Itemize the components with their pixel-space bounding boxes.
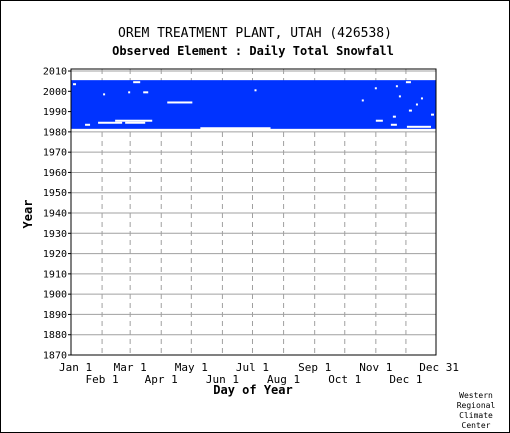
missing-data-mark (392, 115, 396, 118)
credit-line-3: Climate (459, 411, 493, 420)
credit-line-2: Regional (457, 401, 496, 410)
y-tick-label: 1920 (43, 249, 67, 260)
y-tick-label: 1870 (43, 351, 67, 362)
x-tick-label-lower: Jun 1 (206, 373, 239, 386)
missing-data-mark (200, 127, 271, 130)
missing-data-mark (390, 123, 397, 126)
x-tick-label-upper: Sep 1 (298, 361, 331, 374)
y-tick-label: 1910 (43, 269, 67, 280)
missing-data-mark (415, 103, 418, 106)
missing-data-mark (405, 81, 411, 84)
credit-line-1: Western (459, 391, 493, 400)
y-tick-label: 1900 (43, 290, 67, 301)
missing-data-mark (374, 87, 377, 90)
missing-data-mark (398, 95, 401, 98)
missing-data-mark (395, 85, 398, 88)
y-axis-label: Year (21, 200, 35, 229)
x-axis: Jan 1 Mar 1 May 1 Jul 1 Sep 1 Nov 1 Dec 31 Feb … (59, 361, 459, 386)
missing-data-mark (361, 99, 364, 102)
y-tick-label: 1990 (43, 107, 67, 118)
x-tick-label-upper: Nov 1 (359, 361, 392, 374)
y-tick-label: 1930 (43, 229, 67, 240)
missing-data-mark (115, 119, 153, 122)
y-tick-label: 1970 (43, 148, 67, 159)
x-tick-label-lower: Dec 1 (389, 373, 422, 386)
missing-data-mark (167, 101, 193, 104)
missing-data-mark (430, 113, 434, 116)
y-tick-label: 1960 (43, 168, 67, 179)
chart-title: OREM TREATMENT PLANT, UTAH (426538) (118, 26, 392, 41)
missing-data-mark (254, 89, 257, 92)
missing-data-mark (128, 91, 131, 94)
y-tick-label: 2010 (43, 67, 67, 78)
y-tick-label: 1950 (43, 188, 67, 199)
missing-data-mark (408, 109, 412, 112)
missing-data-mark (420, 97, 423, 100)
x-tick-label-lower: Oct 1 (328, 373, 361, 386)
x-tick-label-lower: Feb 1 (86, 373, 119, 386)
missing-data-mark (73, 83, 77, 86)
missing-data-mark (406, 125, 431, 128)
x-axis-label: Day of Year (213, 383, 292, 397)
credit-line-4: Center (462, 421, 491, 430)
y-tick-label: 1890 (43, 310, 67, 321)
missing-data-mark (103, 93, 106, 96)
missing-data-mark (143, 91, 149, 94)
x-tick-label-lower: Aug 1 (267, 373, 300, 386)
x-tick-label-upper: Jul 1 (236, 361, 269, 374)
missing-data-mark (125, 121, 146, 124)
missing-data-mark (98, 121, 123, 124)
plot-area (70, 68, 437, 356)
y-axis: 2010 2000 1990 1980 1970 1960 1950 1940 1930 1920… (43, 67, 71, 362)
missing-data-mark (375, 119, 383, 122)
chart-subtitle: Observed Element : Daily Total Snowfall (112, 44, 394, 58)
y-tick-label: 1880 (43, 330, 67, 341)
y-tick-label: 1940 (43, 209, 67, 220)
y-tick-label: 2000 (43, 87, 67, 98)
missing-data-mark (133, 81, 141, 84)
plot-border (70, 68, 437, 356)
x-tick-label-upper: Jan 1 (59, 361, 92, 374)
x-tick-label-upper: May 1 (175, 361, 208, 374)
credit-block: Western Regional Climate Center (457, 391, 496, 430)
x-tick-label-lower: Apr 1 (145, 373, 178, 386)
x-tick-label-upper: Dec 31 (419, 361, 459, 374)
missing-data-mark (85, 123, 91, 126)
x-tick-label-upper: Mar 1 (114, 361, 147, 374)
y-tick-label: 1980 (43, 127, 67, 138)
